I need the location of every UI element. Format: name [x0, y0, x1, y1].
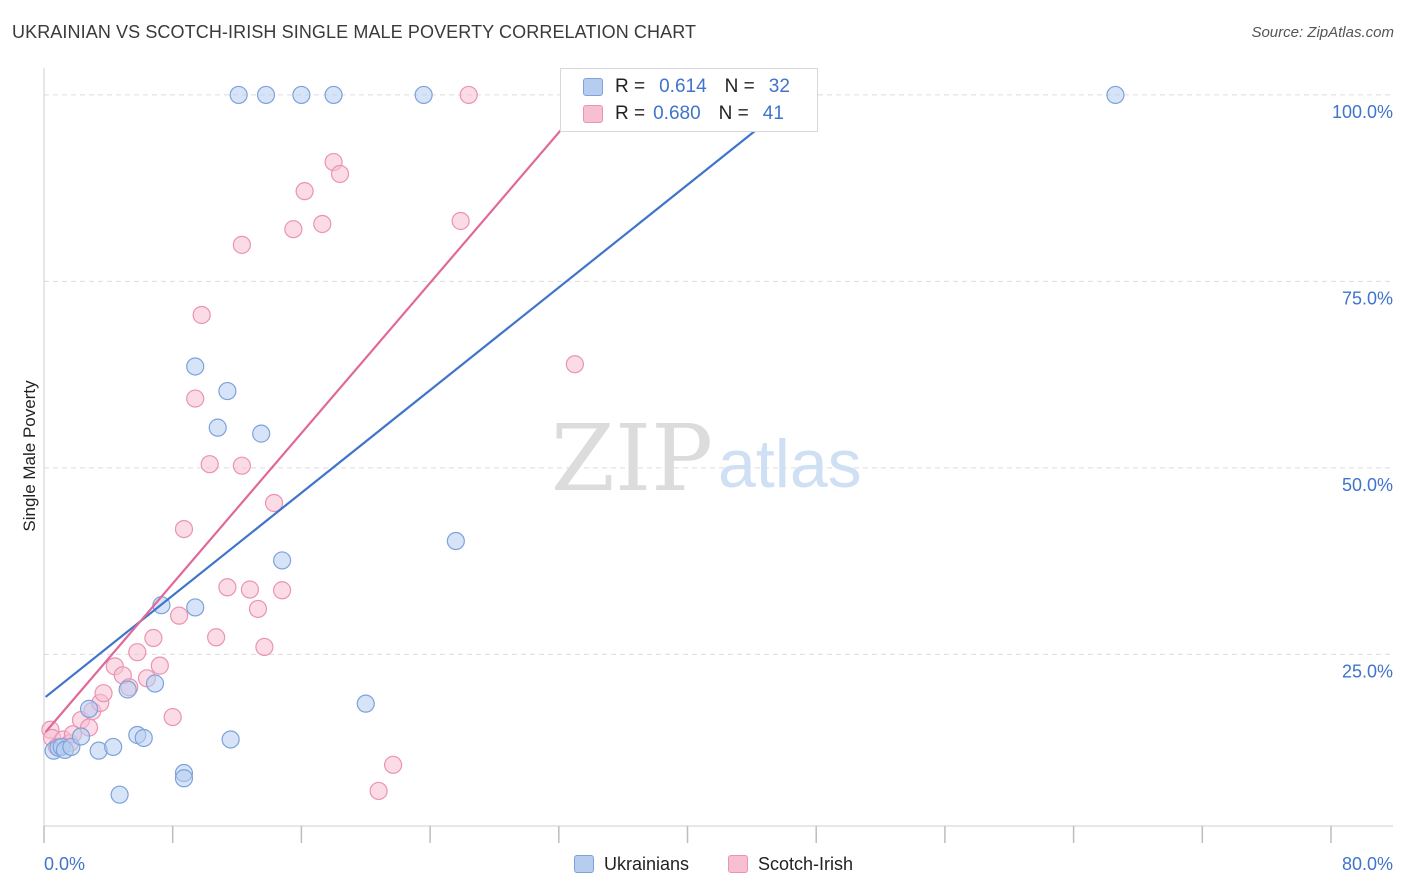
y-tick-label: 25.0%	[1342, 661, 1393, 681]
ukrainians-point	[1106, 85, 1125, 105]
scotch-irish-point	[248, 599, 268, 619]
scotch-irish-point	[163, 707, 182, 727]
bottom-legend-swatch-blue	[574, 855, 594, 873]
legend-n-value: 32	[768, 76, 790, 97]
scotch-irish-point	[150, 656, 169, 675]
watermark-zip: ZIP	[551, 405, 713, 512]
scotch-irish-point	[174, 519, 194, 539]
bottom-legend-label: Ukrainians	[604, 853, 690, 874]
scotch-irish-point	[264, 493, 284, 513]
scotch-irish-point	[200, 455, 219, 474]
scotch-irish-point	[232, 456, 251, 475]
ukrainians-point	[324, 85, 343, 105]
legend-swatch-blue	[583, 78, 603, 96]
ukrainians-point	[292, 85, 311, 105]
trend-lines	[44, 94, 801, 733]
bottom-legend-ukrainians: Ukrainians	[574, 852, 689, 876]
bottom-legend-label: Scotch-Irish	[758, 853, 854, 874]
ukrainians-point	[272, 551, 292, 570]
ukrainians-point	[208, 418, 227, 437]
ukrainians-point	[118, 680, 137, 699]
scotch-irish-point	[186, 389, 205, 408]
legend-n-label: N =	[724, 76, 755, 97]
chart-title: UKRAINIAN VS SCOTCH-IRISH SINGLE MALE PO…	[12, 22, 697, 42]
ukrainians-point	[229, 85, 248, 105]
scotch-irish-point	[94, 684, 113, 703]
scotch-irish-point	[128, 643, 147, 662]
ukrainians-trend-line	[44, 94, 801, 698]
legend-row-scotch-irish: R = 0.680 N = 41	[583, 100, 784, 128]
ukrainians-point	[174, 769, 194, 788]
legend-row-ukrainians: R = 0.614 N = 32	[583, 73, 790, 101]
ukrainians-point	[104, 737, 123, 757]
y-tick-label: 75.0%	[1342, 288, 1393, 308]
scotch-irish-trend-line	[44, 94, 592, 733]
scotch-irish-point	[240, 580, 260, 599]
ukrainians-point	[256, 85, 276, 105]
gridlines	[44, 94, 1393, 655]
ukrainians-point	[71, 727, 91, 746]
scotch-irish-point	[383, 755, 403, 774]
x-tick-label-min: 0.0%	[44, 854, 85, 874]
scotch-irish-point	[451, 211, 470, 231]
watermark-atlas: atlas	[718, 426, 862, 502]
legend-r-label: R =	[615, 103, 646, 124]
source-credit: Source: ZipAtlas.com	[1251, 24, 1394, 41]
ukrainians-point	[221, 730, 240, 749]
scotch-irish-point	[330, 164, 350, 184]
x-tick-label-max: 80.0%	[1342, 854, 1393, 874]
legend-n-label: N =	[718, 103, 749, 124]
scotch-irish-point	[255, 637, 274, 657]
ukrainians-point	[446, 531, 465, 551]
ukrainians-point	[186, 357, 205, 376]
ukrainians-point	[252, 424, 271, 443]
ukrainians-point	[145, 674, 165, 693]
scotch-irish-point	[218, 578, 237, 597]
correlation-legend: R = 0.614 N = 32 R = 0.680 N = 41	[560, 68, 818, 132]
scotch-irish-point	[459, 85, 478, 105]
ukrainians-point	[186, 598, 205, 617]
legend-r-value: 0.680	[653, 103, 701, 124]
scotch-irish-point	[170, 606, 189, 625]
legend-r-value: 0.614	[659, 76, 707, 97]
scotch-irish-point	[313, 214, 332, 234]
axes	[43, 68, 1393, 843]
y-tick-label: 100.0%	[1332, 102, 1393, 122]
ukrainians-point	[134, 728, 153, 748]
scotch-irish-point	[295, 182, 314, 201]
legend-n-value: 41	[762, 103, 784, 124]
scotch-irish-point	[565, 355, 584, 374]
y-axis-label: Single Male Poverty	[20, 380, 39, 532]
ukrainians-point	[356, 694, 375, 713]
scotch-irish-point	[207, 628, 226, 647]
ukrainians-point	[79, 699, 99, 718]
scotch-irish-point	[369, 781, 388, 801]
bottom-legend-scotch-irish: Scotch-Irish	[728, 852, 853, 876]
y-tick-labels: 25.0% 50.0% 75.0% 100.0%	[1332, 102, 1393, 681]
ukrainians-point	[110, 785, 129, 804]
scotch-irish-point	[272, 581, 292, 600]
legend-swatch-pink	[583, 105, 603, 123]
y-tick-label: 50.0%	[1342, 475, 1393, 495]
ukrainians-point	[218, 381, 237, 401]
ukrainians-point	[414, 85, 433, 105]
scotch-irish-point	[284, 220, 303, 239]
scotch-irish-point	[144, 628, 163, 648]
watermark: ZIP atlas	[551, 405, 862, 512]
bottom-legend-swatch-pink	[728, 855, 748, 873]
legend-r-label: R =	[615, 76, 646, 97]
scotch-irish-point	[192, 305, 211, 325]
scotch-irish-point	[232, 235, 251, 254]
